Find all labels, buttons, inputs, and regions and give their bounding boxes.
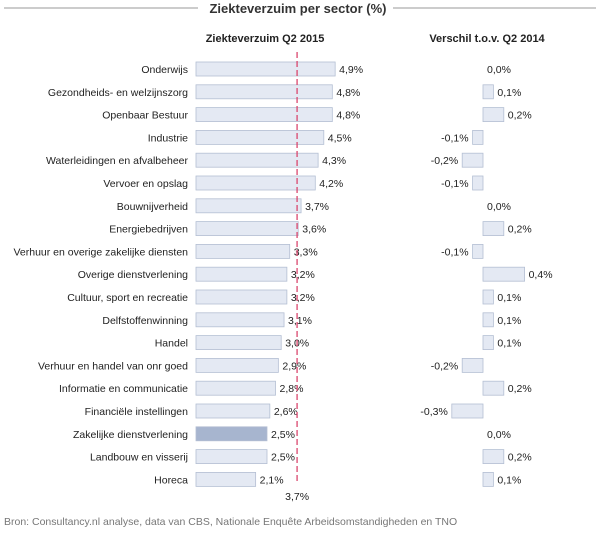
diff-value-label: 0,2% [508,224,532,236]
diff-value-label: -0,3% [420,406,447,418]
category-label: Vervoer en opslag [103,178,188,190]
bar-value-label: 3,2% [291,292,315,304]
bar [195,198,302,214]
diff-value-label: 0,1% [497,87,521,99]
left-panel-title: Ziekteverzuim Q2 2015 [206,33,325,45]
diff-value-label: 0,1% [497,292,521,304]
diff-value-label: 0,0% [487,64,511,76]
bar-value-label: 2,1% [260,474,284,486]
category-label: Onderwijs [141,64,188,76]
bar [195,107,333,122]
diff-value-label: 0,1% [497,315,521,327]
category-label: Waterleidingen en afvalbeheer [46,155,189,167]
category-label: Cultuur, sport en recreatie [67,292,188,304]
category-label: Verhuur en handel van onr goed [38,360,188,372]
right-panel-title: Verschil t.o.v. Q2 2014 [429,33,545,45]
bar [195,266,288,282]
bar-value-label: 4,5% [328,132,352,144]
diff-value-label: -0,2% [431,155,458,167]
bar-value-label: 3,2% [291,269,315,281]
diff-bar [451,403,484,419]
diff-value-label: 0,0% [487,429,511,441]
chart-title: Ziekteverzuim per sector (%) [209,1,386,16]
bar-value-label: 3,1% [288,315,312,327]
category-label: Verhuur en overige zakelijke diensten [13,246,188,258]
diff-bar [461,357,484,373]
bar [195,84,333,100]
bar [195,380,276,396]
diff-value-label: 0,2% [508,452,532,464]
diff-bar [482,221,505,237]
average-label: 3,7% [285,491,309,503]
bar-value-label: 4,8% [336,110,360,122]
diff-value-label: -0,1% [441,132,468,144]
diff-value-label: 0,4% [529,269,553,281]
bar-value-label: 2,9% [282,360,306,372]
category-label: Handel [155,338,188,350]
bar [195,243,291,259]
bar [195,61,336,77]
bar [195,335,282,351]
category-label: Landbouw en visserij [90,452,188,464]
bar-value-label: 3,6% [302,224,326,236]
bar [195,471,257,487]
bar-value-label: 4,9% [339,64,363,76]
bar-highlight [195,426,268,442]
bar-value-label: 4,2% [319,178,343,190]
bar [195,221,299,237]
category-label: Horeca [154,474,188,486]
diff-value-label: 0,0% [487,201,511,213]
bar-value-label: 2,8% [280,383,304,395]
diff-value-label: 0,1% [497,474,521,486]
category-label: Energiebedrijven [109,224,188,236]
diff-bar [482,266,525,282]
diff-bar [472,129,484,145]
diff-value-label: -0,2% [431,360,458,372]
bar-value-label: 2,5% [271,452,295,464]
chart-rows: Onderwijs 4,9% 0,0% Gezondheids- en welzijn… [13,61,553,487]
bar [195,449,268,465]
diff-value-label: 0,2% [508,110,532,122]
diff-bar [482,312,494,328]
diff-value-label: -0,1% [441,178,468,190]
bar-value-label: 2,6% [274,406,298,418]
diff-bar [482,335,494,351]
bar-value-label: 4,3% [322,155,346,167]
bar [195,403,271,419]
category-label: Bouwnijverheid [117,201,188,213]
diff-bar [482,84,494,100]
bar [195,289,288,305]
bar-value-label: 4,8% [336,87,360,99]
diff-value-label: 0,2% [508,383,532,395]
bar-value-label: 3,3% [294,246,318,258]
bar [195,129,325,145]
bar-value-label: 2,5% [271,429,295,441]
diff-bar [461,152,484,168]
bar [195,175,316,191]
bar [195,312,285,328]
diff-bar [482,449,505,465]
category-label: Gezondheids- en welzijnszorg [48,87,188,99]
category-label: Delfstoffenwinning [102,315,188,327]
category-label: Overige dienstverlening [78,269,188,281]
diff-bar [482,380,505,396]
diff-value-label: 0,1% [497,338,521,350]
bar-value-label: 3,7% [305,201,329,213]
diff-value-label: -0,1% [441,246,468,258]
bar [195,152,319,168]
diff-bar [482,289,494,305]
diff-bar [482,471,494,487]
bar [195,357,279,373]
category-label: Openbaar Bestuur [102,110,188,122]
diff-bar [482,107,505,122]
category-label: Informatie en communicatie [59,383,188,395]
category-label: Industrie [148,132,188,144]
diff-bar [472,175,484,191]
category-label: Zakelijke dienstverlening [73,429,188,441]
diff-bar [472,243,484,259]
source-note: Bron: Consultancy.nl analyse, data van C… [4,516,457,528]
category-label: Financiële instellingen [85,406,188,418]
